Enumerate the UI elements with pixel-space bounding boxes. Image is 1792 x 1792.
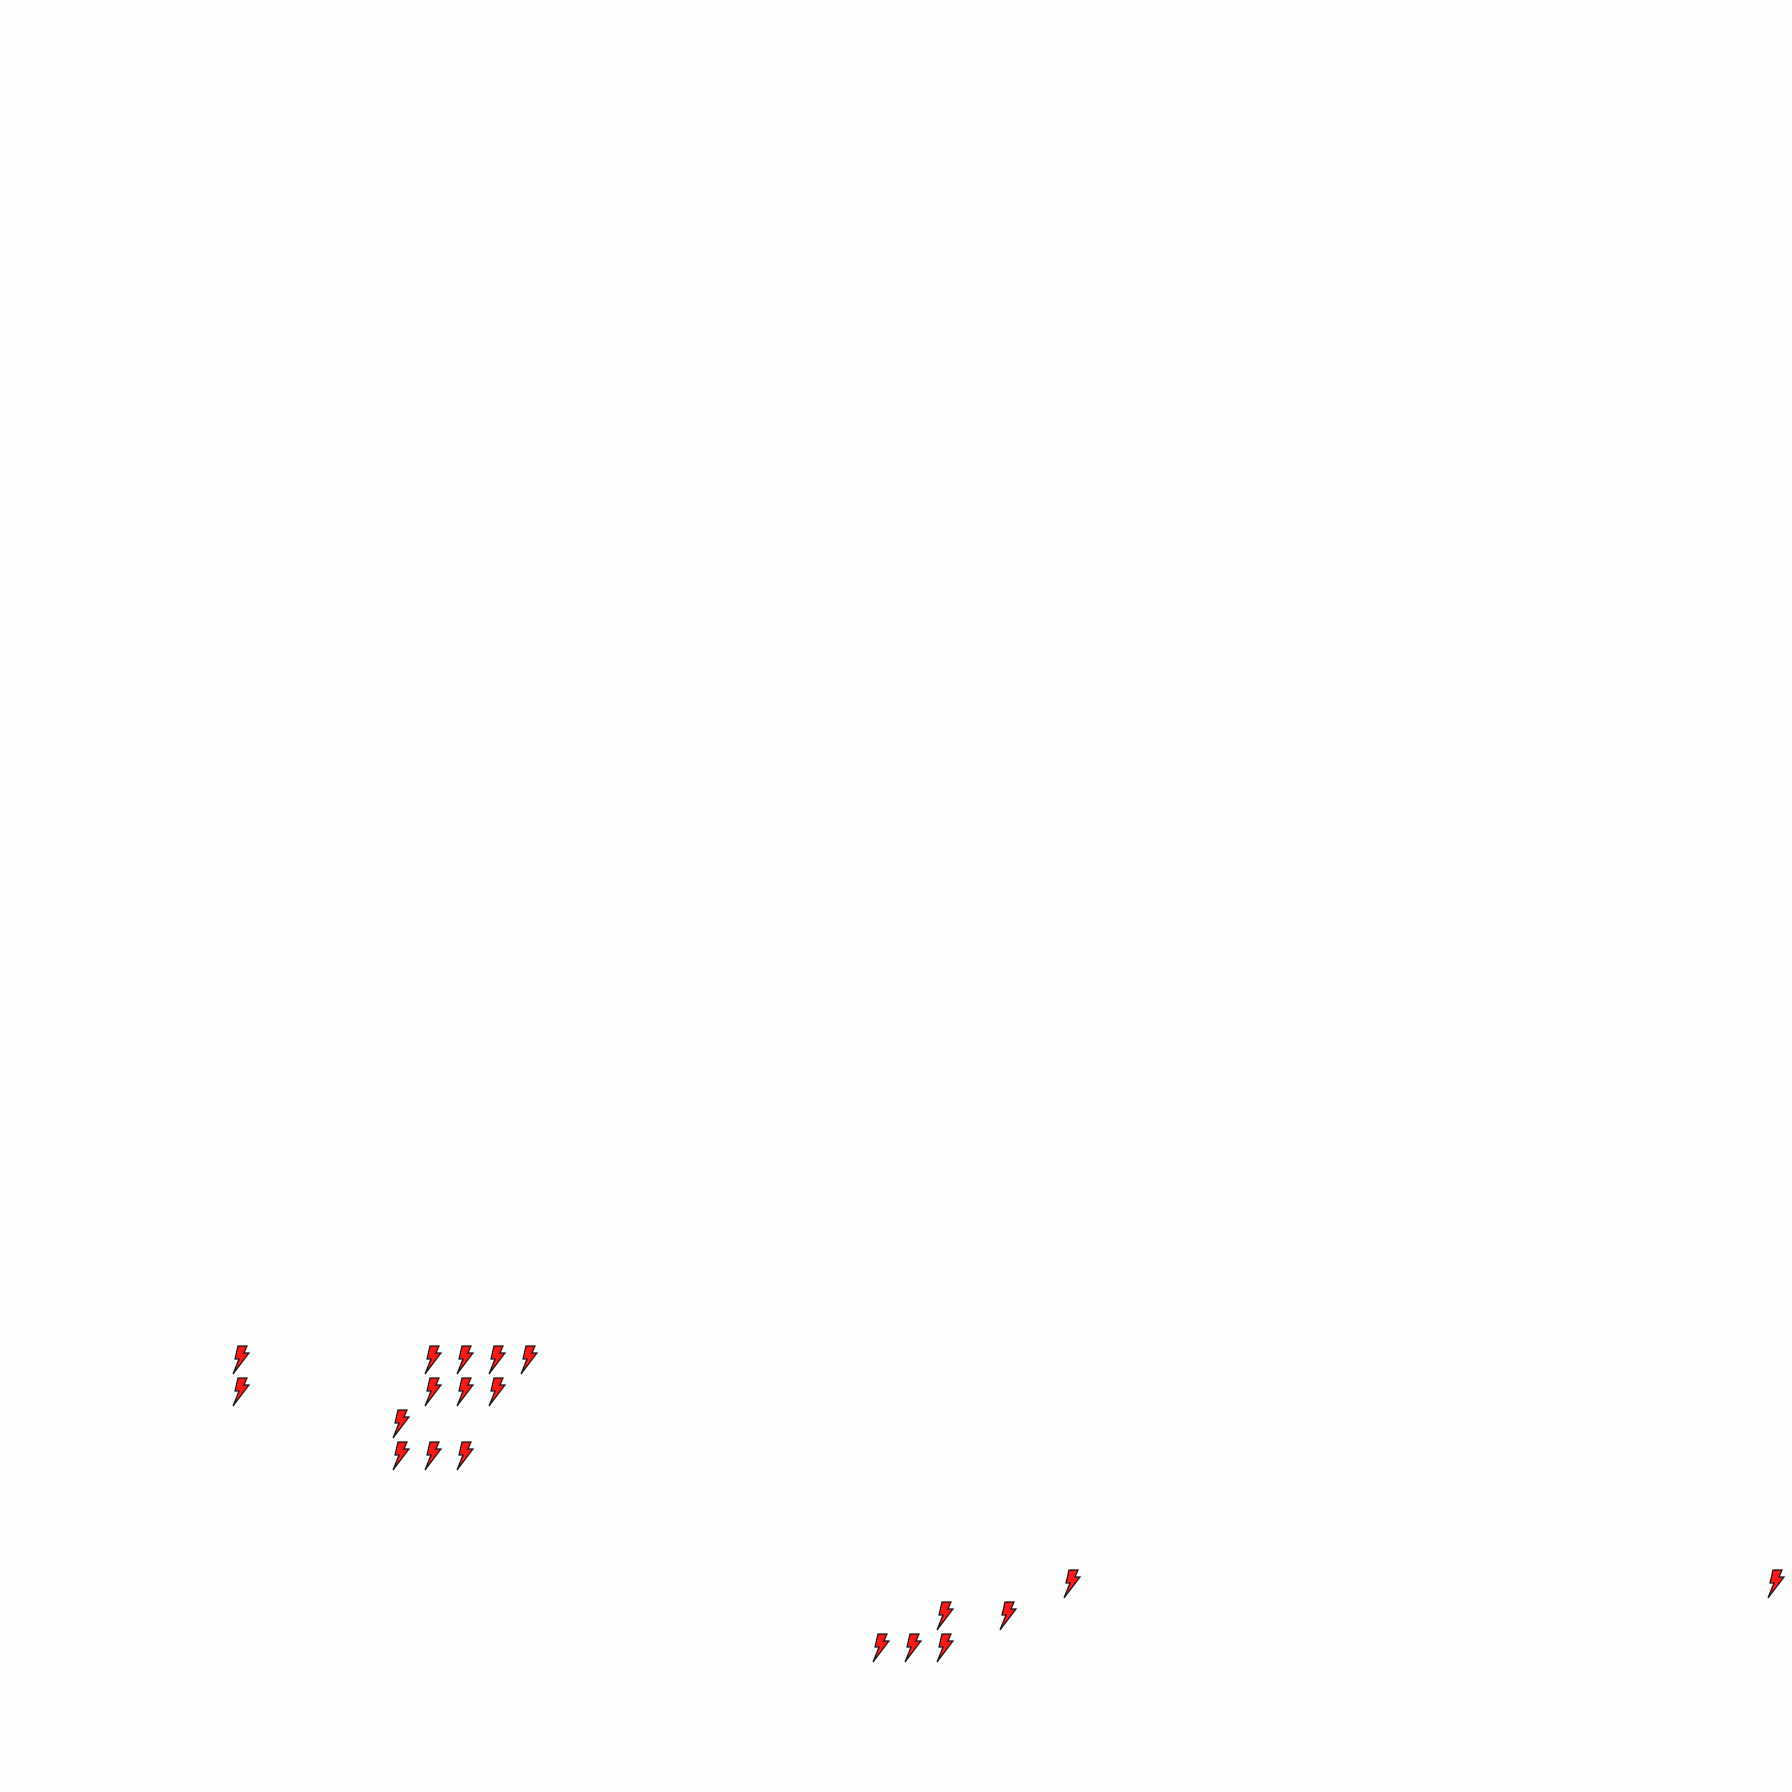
lightning-bolt-icon[interactable] (488, 1345, 508, 1375)
lightning-bolt-icon[interactable] (424, 1345, 444, 1375)
lightning-bolt-icon[interactable] (392, 1441, 412, 1471)
lightning-bolt-icon[interactable] (424, 1441, 444, 1471)
lightning-bolt-icon[interactable] (392, 1409, 412, 1439)
lightning-bolt-icon[interactable] (936, 1601, 956, 1631)
lightning-bolt-icon[interactable] (456, 1377, 476, 1407)
lightning-bolt-icon[interactable] (520, 1345, 540, 1375)
lightning-bolt-icon[interactable] (872, 1633, 892, 1663)
lightning-bolt-icon[interactable] (936, 1633, 956, 1663)
lightning-bolt-icon[interactable] (1767, 1569, 1787, 1599)
lightning-bolt-icon[interactable] (999, 1601, 1019, 1631)
lightning-bolt-icon[interactable] (488, 1377, 508, 1407)
lightning-bolt-icon[interactable] (456, 1345, 476, 1375)
lightning-bolt-icon[interactable] (1063, 1569, 1083, 1599)
lightning-bolt-icon[interactable] (232, 1345, 252, 1375)
lightning-bolt-icon[interactable] (904, 1633, 924, 1663)
lightning-bolt-icon[interactable] (424, 1377, 444, 1407)
lightning-bolt-icon[interactable] (456, 1441, 476, 1471)
lightning-bolt-icon[interactable] (232, 1377, 252, 1407)
